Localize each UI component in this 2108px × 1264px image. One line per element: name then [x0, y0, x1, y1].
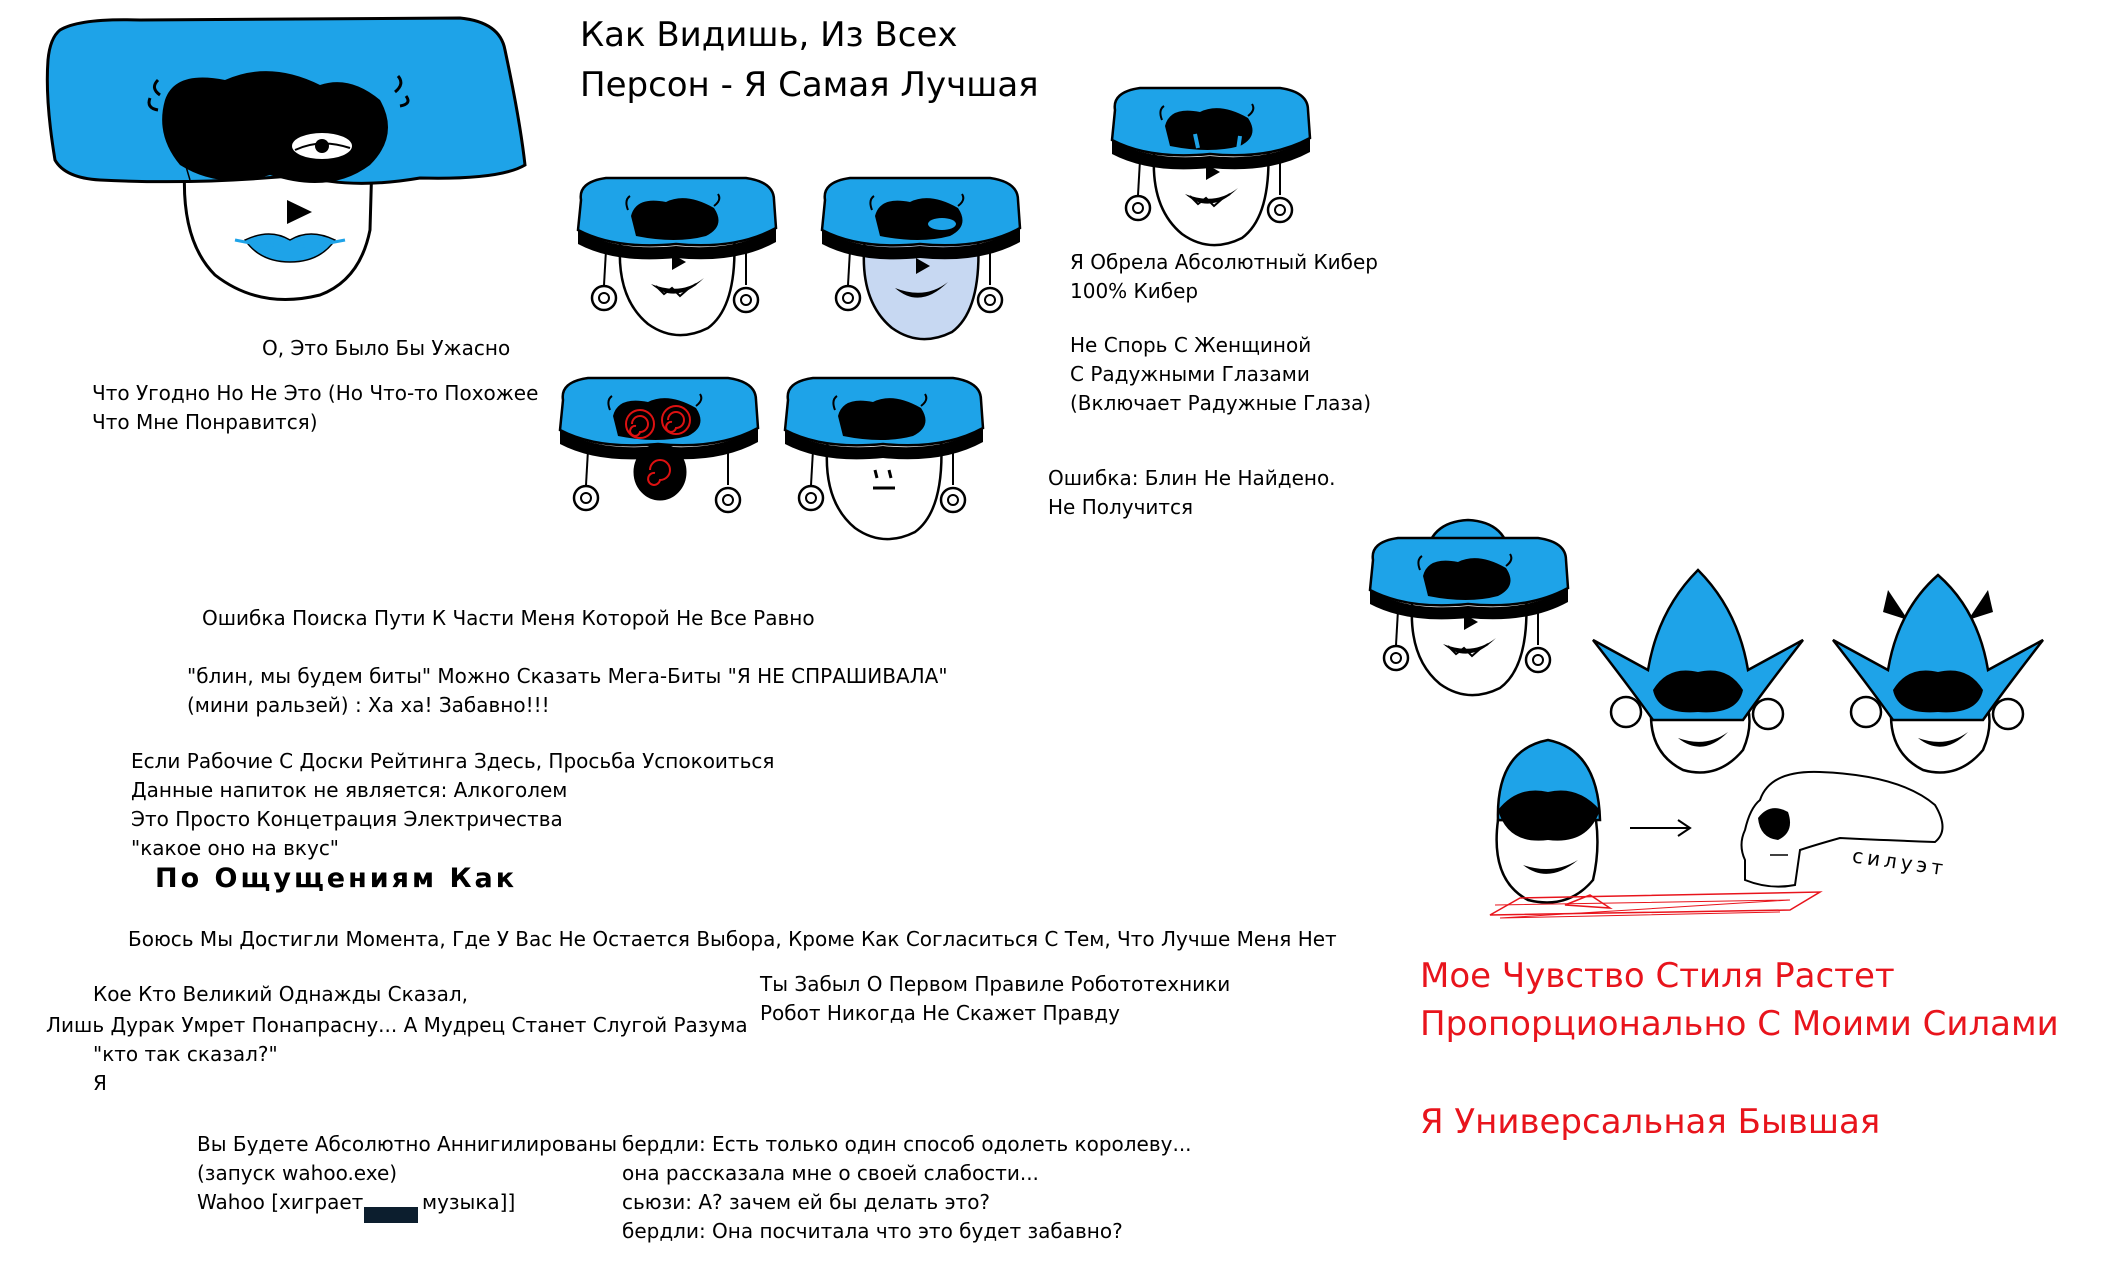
- caption-wise-1: Кое Кто Великий Однажды Сказал,: [93, 982, 469, 1006]
- queen-head-pale: [820, 176, 1022, 341]
- caption-former: Я Универсальная Бывшая: [1420, 1102, 1881, 1142]
- caption-moment: Боюсь Мы Достигли Момента, Где У Вас Не …: [128, 927, 1337, 951]
- caption-cyber-1: Я Обрела Абсолютный Кибер: [1070, 250, 1378, 274]
- caption-terrible: О, Это Было Бы Ужасно: [262, 336, 511, 360]
- caption-leaderboard-1: Если Рабочие С Доски Рейтинга Здесь, Про…: [131, 749, 775, 773]
- caption-cyber-2: 100% Кибер: [1070, 279, 1199, 303]
- caption-annihilated-1: Вы Будете Абсолютно Аннигилированы: [197, 1132, 618, 1156]
- caption-robot-2: Робот Никогда Не Скажет Правду: [760, 1001, 1120, 1025]
- arrow-icon: [1630, 819, 1692, 837]
- title-line-1: Как Видишь, Из Всех: [580, 15, 958, 55]
- caption-leaderboard-3: Это Просто Концетрация Электричества: [131, 807, 563, 831]
- caption-beaten-1: "блин, мы будем биты" Можно Сказать Мега…: [187, 664, 948, 688]
- red-scribble: [1489, 891, 1823, 919]
- caption-leaderboard-4: "какое оно на вкус": [131, 836, 340, 860]
- caption-wise-4: Я: [93, 1071, 107, 1095]
- caption-pathfinding: Ошибка Поиска Пути К Части Меня Которой …: [202, 606, 815, 630]
- caption-annihilated-3a: Wahoo [хиграет: [197, 1190, 364, 1214]
- caption-wise-2: Лишь Дурак Умрет Понапрасну... А Мудрец …: [46, 1013, 748, 1037]
- caption-berdly-4: бердли: Она посчитала что это будет заба…: [622, 1219, 1123, 1243]
- caption-annihilated-3b: музыка]]: [422, 1190, 516, 1214]
- caption-wise-3: "кто так сказал?": [93, 1042, 278, 1066]
- caption-berdly-1: бердли: Есть только один способ одолеть …: [622, 1132, 1192, 1156]
- caption-error-2: Не Получится: [1048, 495, 1194, 519]
- caption-annihilated-2: (запуск wahoo.exe): [197, 1161, 398, 1185]
- caption-berdly-2: она рассказала мне о своей слабости...: [622, 1161, 1039, 1185]
- caption-beaten-2: (мини ральзей) : Ха ха! Забавно!!!: [187, 693, 550, 717]
- caption-rainbow-2: С Радужными Глазами: [1070, 362, 1310, 386]
- queen-head-happy: [576, 176, 778, 337]
- queen-head-spiral-eyes: [558, 376, 760, 514]
- caption-anything-1: Что Угодно Но Не Это (Но Что-то Похожее: [92, 381, 539, 405]
- queen-head-cone: [1495, 738, 1602, 904]
- caption-style-1: Мое Чувство Стиля Растет: [1420, 956, 1895, 996]
- caption-leaderboard-2: Данные напиток не является: Алкоголем: [131, 778, 568, 802]
- caption-style-2: Пропорционально С Моими Силами: [1420, 1004, 2059, 1044]
- caption-rainbow-3: (Включает Радужные Глаза): [1070, 391, 1372, 415]
- silhouette-drawing: [1740, 770, 1944, 888]
- caption-berdly-3: сьюзи: А? зачем ей бы делать это?: [622, 1190, 991, 1214]
- censor-bar: [364, 1207, 418, 1223]
- queen-head-tall-hat: [1368, 518, 1570, 697]
- caption-anything-2: Что Мне Понравится): [92, 410, 318, 434]
- queen-head-crying: [1110, 86, 1312, 247]
- caption-rainbow-1: Не Спорь С Женщиной: [1070, 333, 1312, 357]
- caption-feels-like: По Ощущениям Как: [155, 863, 518, 894]
- caption-error-1: Ошибка: Блин Не Найдено.: [1048, 466, 1336, 490]
- queen-head-pointed-hat: [1592, 568, 1804, 774]
- caption-robot-1: Ты Забыл О Первом Правиле Робототехники: [760, 972, 1231, 996]
- queen-head-neutral: [783, 376, 985, 541]
- big-queen-head: [45, 16, 527, 301]
- title-line-2: Персон - Я Самая Лучшая: [580, 65, 1039, 105]
- queen-head-horned-hat: [1832, 573, 2044, 774]
